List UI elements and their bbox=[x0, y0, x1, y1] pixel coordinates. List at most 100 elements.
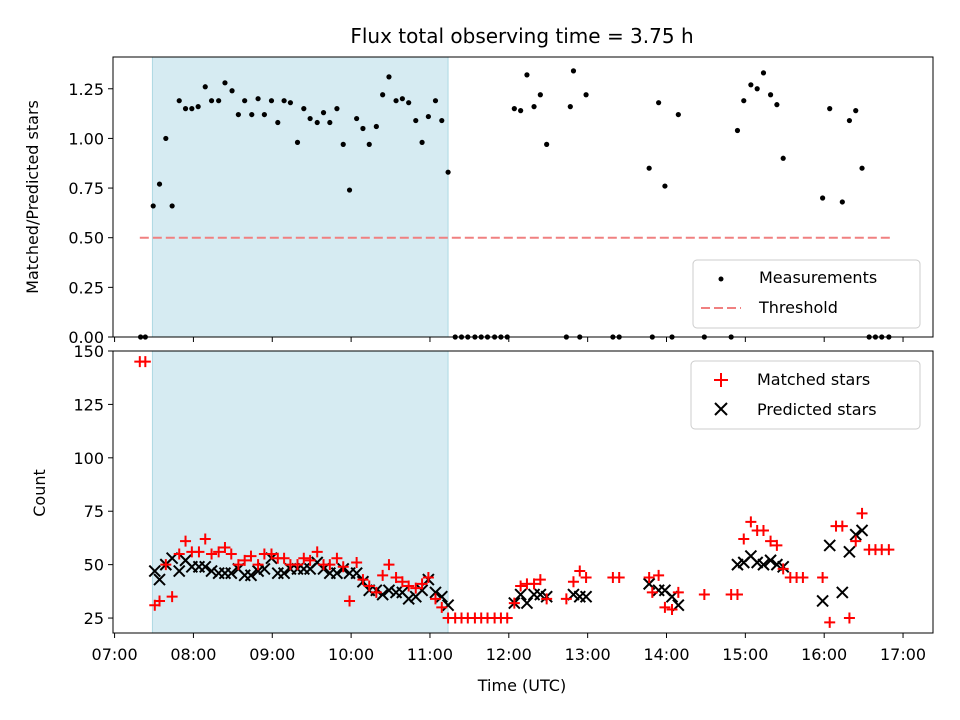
matched-star-point bbox=[331, 552, 343, 564]
matched-star-point bbox=[206, 548, 218, 560]
predicted-star-point bbox=[441, 599, 455, 612]
predicted-star-point bbox=[764, 554, 777, 567]
measurement-point bbox=[518, 108, 524, 114]
measurement-point bbox=[222, 80, 228, 86]
predicted-star-point bbox=[376, 588, 389, 601]
matched-star-point bbox=[666, 604, 678, 615]
matched-star-point bbox=[213, 546, 225, 558]
predicted-star-point bbox=[429, 586, 442, 599]
measurement-point bbox=[156, 181, 163, 187]
predicted-star-point bbox=[757, 558, 770, 571]
matched-star-point bbox=[239, 554, 251, 566]
matched-star-point bbox=[745, 516, 757, 528]
measurement-point bbox=[583, 92, 589, 98]
measurement-point bbox=[780, 155, 786, 161]
predicted-star-point bbox=[350, 566, 363, 580]
legend-marker-matched bbox=[714, 373, 728, 387]
matched-star-point bbox=[278, 552, 290, 564]
matched-star-point bbox=[429, 593, 441, 605]
measurement-point bbox=[820, 195, 826, 201]
observing-window-lower bbox=[151, 350, 449, 634]
matched-star-point bbox=[817, 571, 829, 583]
matched-star-point bbox=[416, 578, 428, 590]
measurement-point bbox=[393, 98, 399, 104]
measurement-point bbox=[754, 86, 760, 92]
measurement-point bbox=[662, 183, 668, 189]
measurement-point bbox=[386, 74, 392, 80]
predicted-star-point bbox=[244, 569, 258, 582]
matched-star-point bbox=[501, 612, 513, 624]
legend-label-measurements: Measurements bbox=[759, 268, 877, 287]
measurement-point bbox=[531, 104, 537, 110]
upper-y-tick-label: 1.25 bbox=[68, 80, 104, 99]
upper-y-tick-label: 1.00 bbox=[68, 129, 104, 148]
observing-window-upper bbox=[151, 56, 449, 338]
measurement-point bbox=[760, 70, 767, 76]
measurement-point bbox=[346, 187, 353, 193]
predicted-star-point bbox=[415, 584, 429, 597]
matched-star-point bbox=[836, 520, 848, 532]
matched-star-point bbox=[643, 571, 655, 583]
measurement-point bbox=[570, 68, 577, 74]
predicted-star-point bbox=[173, 564, 186, 578]
matched-star-point bbox=[252, 559, 264, 571]
measurement-point bbox=[169, 203, 175, 209]
matched-star-point bbox=[199, 533, 211, 545]
matched-star-point bbox=[139, 356, 151, 368]
measurement-point bbox=[846, 117, 853, 124]
measurement-point bbox=[360, 125, 366, 132]
measurement-point bbox=[366, 141, 372, 147]
measurement-point bbox=[195, 104, 201, 110]
measurement-point bbox=[827, 106, 833, 112]
predicted-star-point bbox=[849, 528, 862, 541]
predicted-star-point bbox=[823, 539, 836, 552]
lower-y-tick-label: 150 bbox=[73, 342, 104, 361]
predicted-star-point bbox=[435, 590, 448, 603]
measurement-point bbox=[432, 98, 439, 104]
measurement-point bbox=[150, 203, 156, 209]
matched-star-point bbox=[265, 548, 277, 560]
measurement-point bbox=[216, 98, 222, 104]
measurement-point bbox=[327, 119, 333, 126]
measurement-point bbox=[445, 169, 451, 175]
legend-label-threshold: Threshold bbox=[758, 298, 838, 317]
measurement-point bbox=[182, 106, 189, 112]
predicted-star-point bbox=[836, 586, 849, 599]
measurement-point bbox=[406, 100, 412, 106]
upper-y-tick-label: 0.75 bbox=[68, 179, 104, 198]
measurement-point bbox=[537, 92, 543, 98]
matched-star-point bbox=[357, 574, 369, 586]
lower-y-axis-label: Count bbox=[30, 469, 49, 517]
measurement-point bbox=[741, 98, 747, 104]
predicted-star-point bbox=[579, 590, 593, 603]
upper-y-axis-label: Matched/Predicted stars bbox=[23, 100, 42, 294]
matched-star-point bbox=[580, 571, 592, 583]
measurement-point bbox=[425, 113, 431, 120]
predicted-star-point bbox=[199, 560, 212, 573]
matched-star-point bbox=[731, 589, 743, 601]
x-tick-label: 10:00 bbox=[328, 645, 374, 664]
measurement-point bbox=[399, 96, 405, 102]
x-tick-label: 11:00 bbox=[407, 645, 453, 664]
legend-label-predicted: Predicted stars bbox=[757, 400, 877, 419]
predicted-star-point bbox=[382, 584, 396, 597]
matched-star-point bbox=[180, 535, 192, 547]
matched-star-point bbox=[797, 571, 809, 583]
matched-star-point bbox=[856, 507, 868, 519]
matched-star-point bbox=[383, 559, 395, 571]
x-tick-label: 16:00 bbox=[801, 645, 847, 664]
legend-marker-predicted bbox=[714, 402, 728, 416]
predicted-star-point bbox=[205, 564, 218, 578]
predicted-star-point bbox=[277, 566, 291, 580]
matched-star-point bbox=[351, 557, 363, 568]
predicted-star-point bbox=[148, 564, 161, 578]
upper-y-tick-label: 0.00 bbox=[68, 328, 104, 347]
measurement-point bbox=[767, 92, 774, 98]
x-tick-label: 07:00 bbox=[92, 645, 138, 664]
x-tick-label: 08:00 bbox=[170, 645, 216, 664]
lower-y-tick-label: 75 bbox=[84, 502, 104, 521]
measurement-point bbox=[334, 106, 340, 112]
predicted-star-point bbox=[402, 592, 415, 606]
measurement-point bbox=[235, 111, 241, 118]
matched-star-point bbox=[574, 565, 586, 577]
